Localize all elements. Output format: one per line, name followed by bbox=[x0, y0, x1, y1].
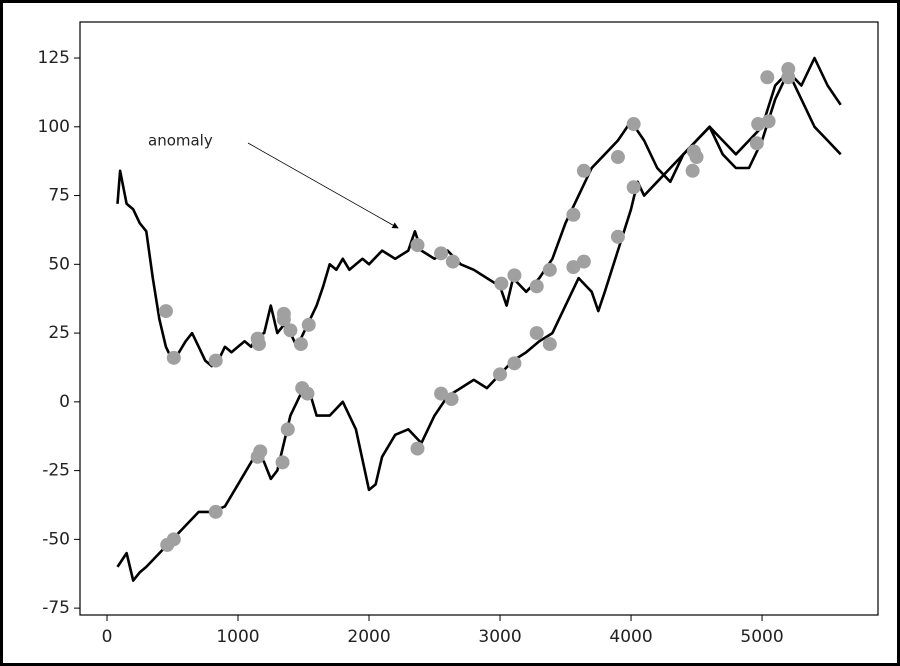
scatter-point bbox=[576, 254, 591, 269]
scatter-point bbox=[300, 386, 315, 401]
scatter-point bbox=[166, 350, 181, 365]
scatter-point bbox=[434, 246, 449, 261]
x-tick-label: 5000 bbox=[740, 627, 783, 647]
scatter-point bbox=[542, 262, 557, 277]
scatter-point bbox=[749, 136, 764, 151]
scatter-point bbox=[293, 337, 308, 352]
line bbox=[116, 56, 842, 368]
y-tick-label: 0 bbox=[59, 392, 70, 412]
annotation-arrow bbox=[247, 142, 399, 229]
scatter-point bbox=[208, 504, 223, 519]
scatter-point bbox=[566, 207, 581, 222]
scatter-point bbox=[761, 114, 776, 129]
y-tick-label: 75 bbox=[48, 186, 70, 206]
x-tick-label: 0 bbox=[102, 627, 113, 647]
scatter-point bbox=[529, 279, 544, 294]
scatter-point bbox=[751, 117, 766, 132]
y-tick-label: 25 bbox=[48, 323, 70, 343]
scatter-point bbox=[444, 392, 459, 407]
scatter-point bbox=[253, 444, 268, 459]
x-tick-label: 1000 bbox=[216, 627, 259, 647]
scatter-point bbox=[576, 163, 591, 178]
y-tick-label: -75 bbox=[42, 598, 70, 618]
scatter-point bbox=[760, 70, 775, 85]
scatter-point bbox=[280, 422, 295, 437]
scatter-point bbox=[276, 312, 291, 327]
scatter-point bbox=[685, 163, 700, 178]
y-tick-label: 100 bbox=[38, 117, 70, 137]
scatter-point bbox=[410, 238, 425, 253]
y-tick-label: 50 bbox=[48, 254, 70, 274]
scatter-point bbox=[158, 304, 173, 319]
x-tick-label: 3000 bbox=[478, 627, 521, 647]
scatter-point bbox=[781, 70, 796, 85]
scatter-point bbox=[626, 117, 641, 132]
y-tick-label: 125 bbox=[38, 48, 70, 68]
x-tick-label: 2000 bbox=[347, 627, 390, 647]
scatter-point bbox=[626, 180, 641, 195]
scatter-point bbox=[445, 254, 460, 269]
scatter-point bbox=[410, 441, 425, 456]
scatter-point bbox=[529, 326, 544, 341]
line bbox=[116, 70, 842, 582]
scatter-point bbox=[283, 323, 298, 338]
scatter-point bbox=[434, 386, 449, 401]
scatter-point bbox=[275, 455, 290, 470]
y-tick-label: -25 bbox=[42, 461, 70, 481]
scatter-point bbox=[507, 356, 522, 371]
scatter-point bbox=[507, 268, 522, 283]
scatter-point bbox=[610, 229, 625, 244]
scatter-point bbox=[493, 367, 508, 382]
scatter-point bbox=[610, 150, 625, 165]
x-tick-label: 4000 bbox=[609, 627, 652, 647]
scatter-point bbox=[494, 276, 509, 291]
scatter-point bbox=[251, 337, 266, 352]
scatter-point bbox=[689, 150, 704, 165]
scatter-point bbox=[208, 353, 223, 368]
annotation: anomaly bbox=[148, 132, 213, 150]
scatter-point bbox=[166, 532, 181, 547]
scatter-point bbox=[542, 337, 557, 352]
scatter-point bbox=[566, 260, 581, 275]
y-tick-label: -50 bbox=[42, 529, 70, 549]
plot-area bbox=[79, 21, 879, 616]
scatter-point bbox=[301, 317, 316, 332]
